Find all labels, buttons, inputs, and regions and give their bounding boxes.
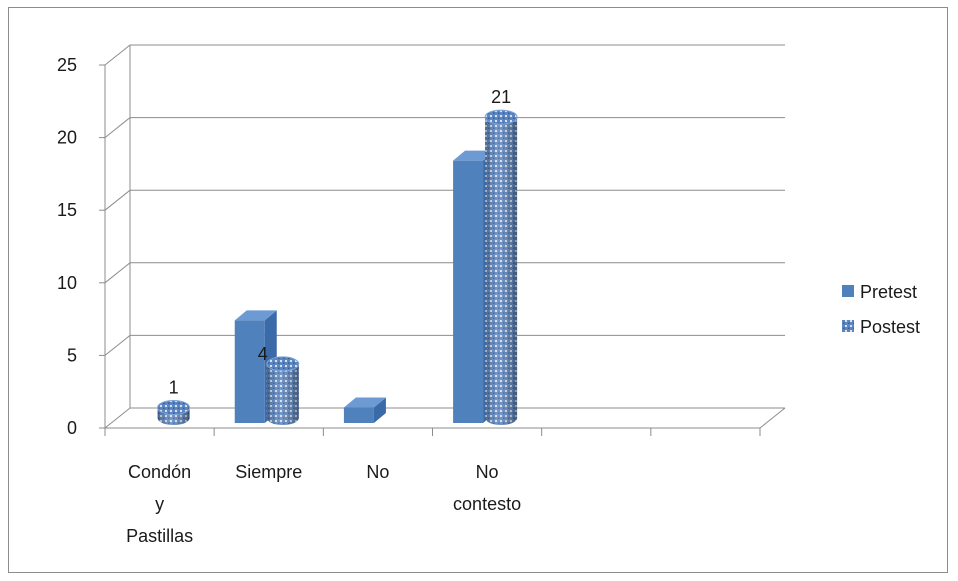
legend-label: Postest [860, 317, 920, 337]
y-tick-label: 20 [57, 128, 77, 148]
y-tick-label: 5 [67, 345, 77, 365]
grid-diagonal [104, 189, 131, 211]
grid-diagonal [104, 407, 131, 429]
data-label: 21 [491, 87, 511, 107]
bar-pretest-front [453, 160, 484, 423]
floor-edge [759, 407, 786, 429]
bar-pretest-front [234, 320, 265, 423]
legend-swatch [842, 285, 854, 297]
bar-pretest-top [234, 310, 277, 321]
bar-postest [157, 399, 191, 425]
grid-diagonal [104, 117, 131, 138]
y-tick-label: 25 [57, 55, 77, 75]
bar-postest [266, 356, 300, 425]
legend-label: Pretest [860, 282, 917, 302]
bar-postest-shade [266, 363, 299, 425]
bar-postest-shade [485, 117, 518, 425]
data-label: 1 [169, 377, 179, 397]
x-category-label: contesto [453, 494, 521, 514]
bar-pretest [343, 397, 386, 423]
bar-postest-top [157, 399, 191, 415]
x-category-label: No [366, 462, 389, 482]
y-tick-label: 10 [57, 273, 77, 293]
bar-postest-top [266, 356, 300, 372]
y-tick-label: 0 [67, 418, 77, 438]
x-category-label: No [476, 462, 499, 482]
x-category-label: Pastillas [126, 526, 193, 546]
grid-diagonal [104, 262, 131, 284]
grid-diagonal [104, 335, 131, 356]
y-tick-label: 15 [57, 200, 77, 220]
x-category-label: y [155, 494, 164, 514]
legend-item-postest: Postest [842, 317, 920, 337]
bar-postest [484, 109, 518, 425]
legend-item-pretest: Pretest [842, 282, 917, 302]
bar-pretest-side [373, 397, 386, 423]
bar-postest-top [484, 109, 518, 125]
bar-pretest-front [343, 407, 374, 423]
bar-pretest-top [343, 397, 386, 408]
data-label: 4 [258, 344, 268, 364]
grid-diagonal [104, 44, 131, 66]
bar-pretest-top [453, 150, 496, 161]
legend-swatch [842, 320, 854, 332]
x-category-label: Condón [128, 462, 191, 482]
x-category-label: Siempre [235, 462, 302, 482]
